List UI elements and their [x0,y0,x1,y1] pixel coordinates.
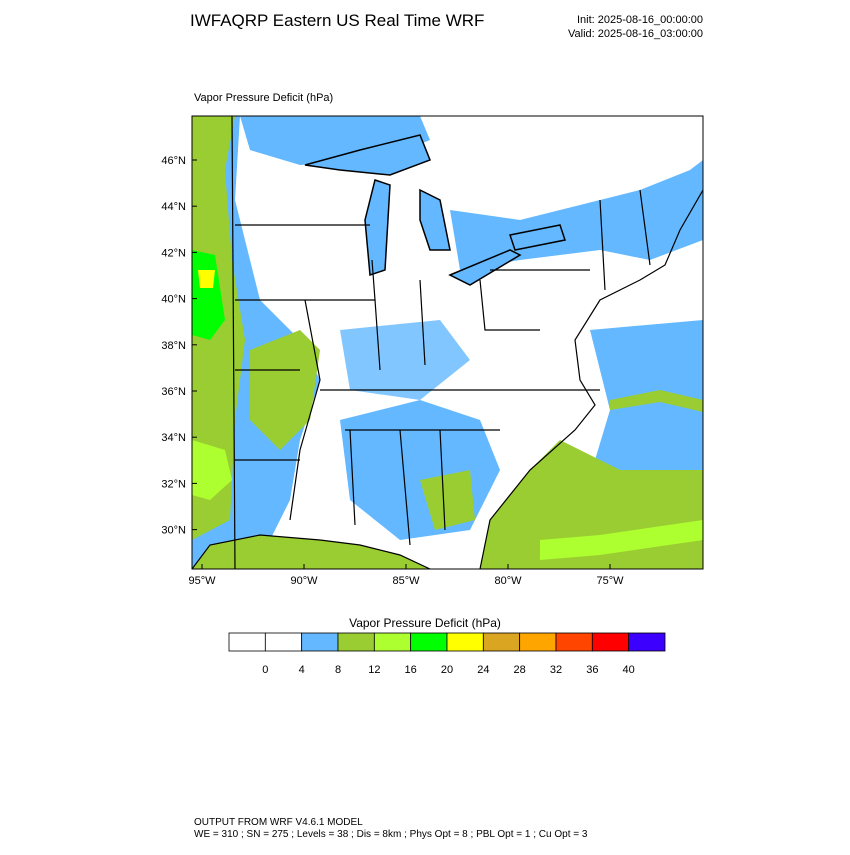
colorbar-label: 20 [441,664,453,676]
lon-label: 75°W [596,575,624,587]
colorbar-label: 4 [299,664,305,676]
lat-label: 30°N [161,525,186,537]
lat-label: 32°N [161,478,186,490]
colorbar-box [482,632,521,652]
colorbar-label: 32 [550,664,562,676]
lat-label: 40°N [161,294,186,306]
lat-label: 46°N [161,155,186,167]
colorbar-box [373,632,412,652]
map [192,116,703,569]
footer-line: WE = 310 ; SN = 275 ; Levels = 38 ; Dis … [194,829,588,840]
colorbar-box [519,632,557,652]
footer-line: OUTPUT FROM WRF V4.6.1 MODEL [194,817,363,828]
colorbar-box [555,632,593,652]
colorbar-box [337,632,375,652]
field-label: Vapor Pressure Deficit (hPa) [194,92,333,104]
colorbar-box [301,632,339,652]
colorbar-label: 36 [586,664,598,676]
colorbar-box [591,632,630,652]
colorbar: 0 4 8 12 16 20 24 28 32 36 40 [228,632,666,676]
lon-label: 95°W [188,575,216,587]
colorbar-label: 16 [405,664,417,676]
colorbar-box [410,632,448,652]
colorbar-label: 28 [514,664,526,676]
colorbar-box [446,632,484,652]
colorbar-label: 0 [262,664,268,676]
colorbar-box [264,632,303,652]
lat-label: 44°N [161,201,186,213]
lat-label: 34°N [161,432,186,444]
colorbar-title: Vapor Pressure Deficit (hPa) [349,616,501,630]
lon-label: 90°W [290,575,318,587]
lon-label: 85°W [392,575,420,587]
lat-label: 36°N [161,386,186,398]
lat-label: 42°N [161,247,186,259]
valid-time: Valid: 2025-08-16_03:00:00 [568,28,703,40]
lat-label: 38°N [161,340,186,352]
init-time: Init: 2025-08-16_00:00:00 [577,14,703,26]
colorbar-label: 40 [623,664,635,676]
colorbar-label: 12 [368,664,380,676]
colorbar-label: 8 [335,664,341,676]
colorbar-label: 24 [477,664,489,676]
colorbar-box [628,632,666,652]
map-frame [191,115,704,570]
colorbar-box [228,632,266,652]
title: IWFAQRP Eastern US Real Time WRF [190,11,484,30]
lon-label: 80°W [494,575,522,587]
